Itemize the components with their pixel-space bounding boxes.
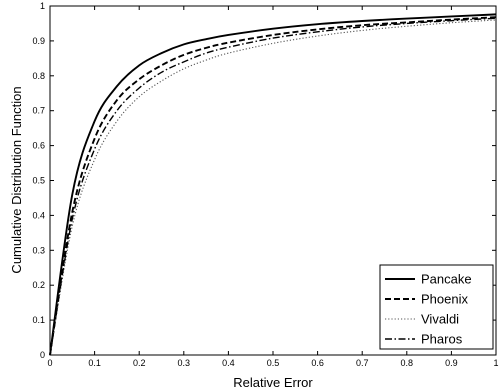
y-tick-label: 0 [40,350,45,360]
x-tick-label: 1 [493,358,498,368]
legend: Pancake Phoenix Vivaldi Pharos [379,264,494,350]
y-tick-label: 0.7 [32,106,45,116]
y-tick-label: 0.9 [32,36,45,46]
x-tick-label: 0.2 [133,358,146,368]
x-tick-label: 0.4 [222,358,235,368]
x-tick-label: 0.3 [178,358,191,368]
axis-ticks: 0 0.1 0.2 0.3 0.4 0.5 0.6 0.7 0.8 0.9 1 0 0.1 0.2 0.3 0… [32,1,498,368]
y-tick-label: 0.4 [32,210,45,220]
y-tick-label: 0.8 [32,71,45,81]
x-tick-label: 0.1 [88,358,101,368]
x-axis-label: Relative Error [233,375,313,390]
legend-label-vivaldi: Vivaldi [421,312,459,327]
legend-label-pancake: Pancake [421,272,472,287]
x-tick-label: 0.8 [401,358,414,368]
y-axis-label: Cumulative Distribution Function [9,86,24,273]
legend-label-phoenix: Phoenix [421,292,468,307]
x-tick-label: 0.6 [311,358,324,368]
y-tick-label: 0.2 [32,280,45,290]
x-tick-label: 0.9 [445,358,458,368]
y-tick-label: 0.6 [32,141,45,151]
y-tick-label: 0.5 [32,176,45,186]
series-line-phoenix [49,16,497,356]
x-tick-label: 0.5 [267,358,280,368]
series-lines [49,13,497,356]
series-line-vivaldi [49,19,497,356]
x-tick-label: 0.7 [356,358,369,368]
y-tick-label: 0.3 [32,245,45,255]
x-tick-label: 0 [47,358,52,368]
series-line-pancake [49,13,497,356]
legend-label-pharos: Pharos [421,332,463,347]
y-tick-label: 1 [40,1,45,11]
y-tick-label: 0.1 [32,315,45,325]
